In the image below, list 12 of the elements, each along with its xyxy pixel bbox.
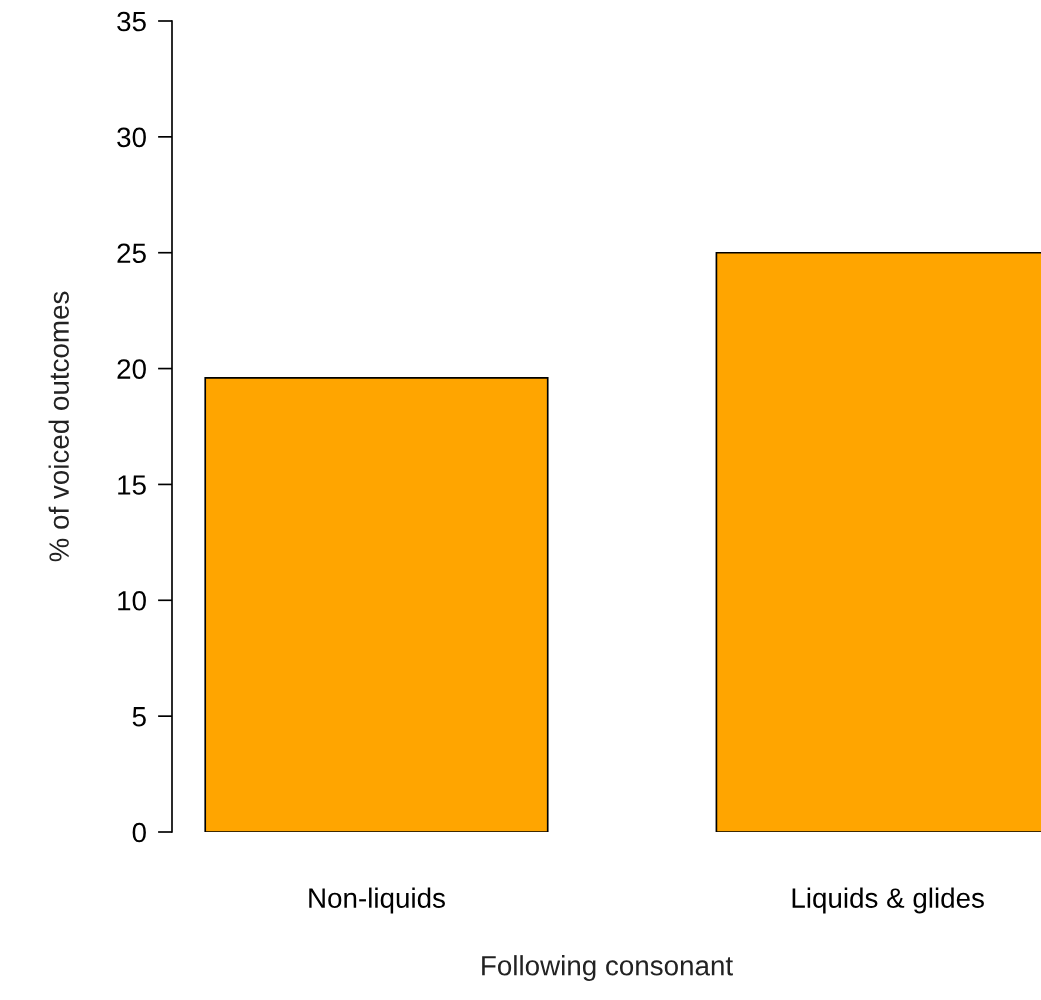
x-tick-label: Non-liquids bbox=[309, 887, 445, 914]
y-tick-label: 25 bbox=[117, 243, 146, 264]
y-tick-label: 35 bbox=[117, 11, 146, 32]
y-tick-label: 20 bbox=[117, 359, 146, 379]
y-tick-label: 0 bbox=[132, 822, 146, 843]
y-tick-label: 10 bbox=[118, 590, 146, 611]
y-tick-label: 15 bbox=[118, 475, 146, 495]
y-tick-label: 30 bbox=[117, 127, 146, 148]
x-axis-title: Following consonant bbox=[482, 955, 733, 982]
y-tick-label: 5 bbox=[132, 707, 146, 727]
y-axis-title: % of voiced outcomes bbox=[48, 291, 69, 562]
x-tick-label: Liquids & glides bbox=[792, 887, 984, 914]
